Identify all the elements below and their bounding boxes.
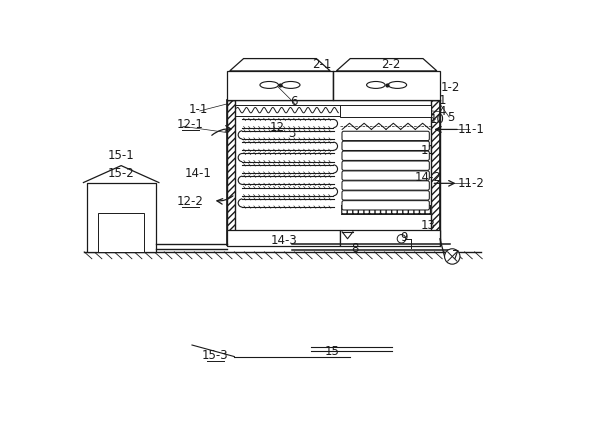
Text: 13: 13 — [421, 219, 436, 232]
Bar — [333, 71, 440, 100]
Text: 14-1: 14-1 — [185, 167, 212, 180]
Bar — [340, 105, 431, 117]
Bar — [227, 100, 235, 245]
Text: 1: 1 — [439, 94, 446, 107]
Text: 15-3: 15-3 — [202, 349, 229, 362]
FancyBboxPatch shape — [342, 191, 430, 200]
Text: 2-1: 2-1 — [311, 58, 331, 71]
Circle shape — [445, 249, 460, 264]
Text: 11: 11 — [421, 144, 436, 157]
Polygon shape — [230, 59, 330, 71]
Text: 15-1: 15-1 — [108, 149, 134, 162]
Text: 11-1: 11-1 — [457, 123, 484, 136]
Ellipse shape — [388, 81, 407, 89]
Bar — [227, 229, 340, 246]
Bar — [341, 205, 431, 214]
Text: 14-3: 14-3 — [271, 234, 298, 247]
Text: 8: 8 — [352, 242, 359, 255]
Text: 14-2: 14-2 — [415, 170, 442, 184]
FancyBboxPatch shape — [342, 201, 430, 210]
Bar — [86, 183, 156, 252]
Text: 12-2: 12-2 — [177, 195, 204, 208]
Bar — [227, 71, 333, 100]
Bar — [86, 183, 156, 190]
Polygon shape — [337, 59, 437, 71]
FancyBboxPatch shape — [342, 141, 430, 151]
Bar — [98, 213, 144, 252]
Bar — [340, 229, 440, 246]
Text: 1-2: 1-2 — [440, 81, 460, 94]
Text: 7: 7 — [452, 249, 460, 262]
FancyBboxPatch shape — [342, 151, 430, 160]
Text: 6: 6 — [290, 95, 298, 108]
Text: 11-2: 11-2 — [457, 177, 484, 190]
Text: 12-1: 12-1 — [177, 118, 204, 131]
Text: 10: 10 — [430, 113, 444, 126]
Ellipse shape — [260, 81, 278, 89]
FancyBboxPatch shape — [342, 181, 430, 190]
Text: 5: 5 — [447, 111, 454, 124]
FancyBboxPatch shape — [342, 171, 430, 180]
Text: 1-1: 1-1 — [188, 103, 208, 116]
Text: 4: 4 — [439, 105, 446, 118]
Circle shape — [397, 234, 406, 243]
Text: 15-2: 15-2 — [108, 167, 134, 180]
FancyBboxPatch shape — [342, 161, 430, 170]
Text: 2-2: 2-2 — [381, 58, 400, 71]
Ellipse shape — [367, 81, 385, 89]
Text: 3: 3 — [289, 127, 296, 140]
Text: 15: 15 — [325, 346, 340, 358]
Bar — [431, 100, 440, 245]
FancyBboxPatch shape — [342, 131, 430, 141]
Ellipse shape — [281, 81, 300, 89]
Text: 9: 9 — [400, 231, 407, 244]
Text: 12: 12 — [269, 120, 284, 134]
